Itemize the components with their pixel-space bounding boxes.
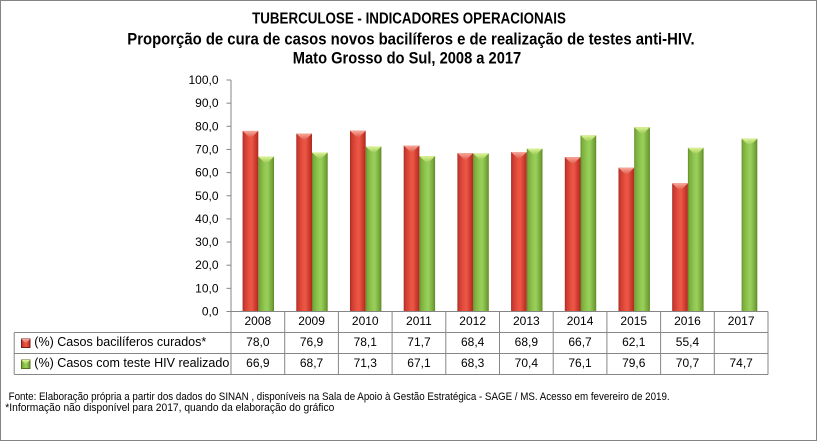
- svg-text:70,7: 70,7: [676, 356, 700, 370]
- svg-text:71,3: 71,3: [354, 356, 378, 370]
- svg-text:71,7: 71,7: [407, 335, 431, 349]
- svg-text:10,0: 10,0: [195, 281, 219, 295]
- svg-text:60,0: 60,0: [195, 166, 219, 180]
- svg-text:2008: 2008: [244, 314, 271, 328]
- svg-text:76,9: 76,9: [300, 335, 324, 349]
- svg-text:*Informação não disponível p: *Informação não disponível para 2017, qu…: [5, 402, 334, 414]
- svg-text:66,7: 66,7: [568, 335, 592, 349]
- svg-text:68,4: 68,4: [461, 335, 485, 349]
- svg-text:2009: 2009: [298, 314, 325, 328]
- svg-text:50,0: 50,0: [195, 189, 219, 203]
- svg-text:70,0: 70,0: [195, 143, 219, 157]
- svg-text:67,1: 67,1: [407, 356, 431, 370]
- svg-text:2014: 2014: [567, 314, 594, 328]
- svg-text:20,0: 20,0: [195, 258, 219, 272]
- svg-text:68,9: 68,9: [515, 335, 539, 349]
- svg-text:2017: 2017: [728, 314, 755, 328]
- svg-text:62,1: 62,1: [622, 335, 646, 349]
- svg-text:70,4: 70,4: [515, 356, 539, 370]
- svg-text:2016: 2016: [674, 314, 701, 328]
- svg-text:(%) Casos bacilíferos curados*: (%) Casos bacilíferos curados*: [34, 334, 206, 349]
- svg-text:68,7: 68,7: [300, 356, 324, 370]
- svg-text:78,1: 78,1: [354, 335, 378, 349]
- svg-text:76,1: 76,1: [568, 356, 592, 370]
- svg-text:40,0: 40,0: [195, 212, 219, 226]
- svg-text:2015: 2015: [620, 314, 647, 328]
- svg-text:30,0: 30,0: [195, 235, 219, 249]
- svg-text:78,0: 78,0: [246, 335, 270, 349]
- svg-text:74,7: 74,7: [729, 356, 753, 370]
- svg-text:Mato Grosso do Sul, 2008 a 201: Mato Grosso do Sul, 2008 a 2017: [293, 49, 521, 68]
- svg-text:(%) Casos com teste HIV realiz: (%) Casos com teste HIV realizado: [34, 355, 229, 370]
- svg-text:55,4: 55,4: [676, 335, 700, 349]
- svg-text:Proporção de cura de casos nov: Proporção de cura de casos novos bacilíf…: [127, 30, 694, 49]
- svg-text:68,3: 68,3: [461, 356, 485, 370]
- svg-text:2012: 2012: [459, 314, 486, 328]
- svg-text:100,0: 100,0: [188, 73, 218, 87]
- svg-text:Fonte: Elaboração própria a pa: Fonte: Elaboração própria a partir dos d…: [9, 391, 670, 403]
- svg-text:66,9: 66,9: [246, 356, 270, 370]
- svg-text:2011: 2011: [406, 314, 432, 328]
- svg-text:79,6: 79,6: [622, 356, 646, 370]
- svg-text:2013: 2013: [513, 314, 540, 328]
- svg-text:TUBERCULOSE - INDICADORES OPER: TUBERCULOSE - INDICADORES OPERACIONAIS: [252, 11, 566, 28]
- svg-text:80,0: 80,0: [195, 119, 219, 133]
- svg-text:0,0: 0,0: [202, 305, 219, 319]
- svg-text:90,0: 90,0: [195, 96, 219, 110]
- svg-text:2010: 2010: [352, 314, 379, 328]
